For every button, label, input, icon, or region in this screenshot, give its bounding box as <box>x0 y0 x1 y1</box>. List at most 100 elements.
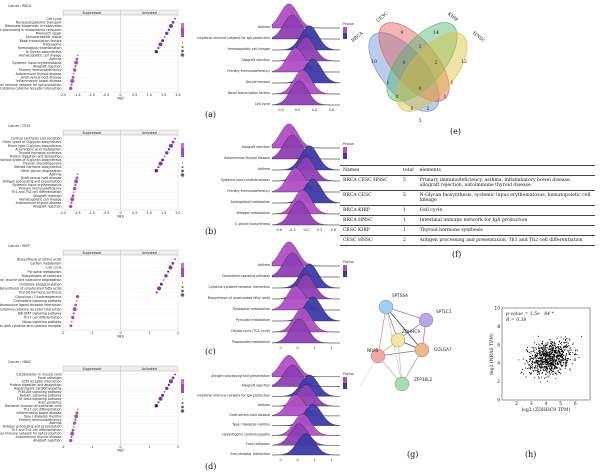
scatter-point <box>560 354 562 356</box>
scatter-point <box>537 373 539 376</box>
ridge-density <box>271 69 340 95</box>
dot-axis-tick: 0.5 <box>132 93 137 97</box>
scatter-point <box>547 365 549 367</box>
scatter-point <box>560 336 562 338</box>
dot-mark <box>68 438 73 443</box>
scatter-point <box>536 356 538 358</box>
ridge-term-label: Hypertrophic cardiomyopathy <box>222 432 270 436</box>
venn-set-kirp <box>386 22 458 102</box>
scatter-point <box>553 342 555 344</box>
scatter-point <box>570 349 572 351</box>
scatter-point <box>543 351 545 353</box>
scatter-point <box>553 354 555 356</box>
scatter-point <box>539 365 541 367</box>
dot-mark <box>163 155 166 158</box>
scatter-point <box>547 369 549 371</box>
scatter-point <box>531 346 533 348</box>
venn-set-label: HNSC <box>471 30 486 44</box>
scatter-point <box>547 362 549 364</box>
dot-term-label: Mismatch repair <box>36 31 62 35</box>
size-legend-dot <box>181 162 184 164</box>
dot-term-label: Cell cycle <box>46 266 61 270</box>
scatter-point <box>549 347 551 349</box>
scatter-point <box>552 348 555 350</box>
dot-mark <box>70 435 73 439</box>
dot-mark <box>165 386 169 391</box>
scatter-point <box>547 355 549 357</box>
network-node-label: GOLGA7 <box>434 347 452 352</box>
table-cell: N-Glycan biosynthesis, systemic lupus er… <box>416 190 595 206</box>
network-edge <box>385 306 423 351</box>
dot-mark <box>75 57 79 61</box>
dot-term-label: Cytoskeleton in muscle cells <box>16 373 62 377</box>
scatter-point <box>562 362 564 364</box>
ridge-term-label: Asthma <box>258 167 270 171</box>
scatter-point <box>536 348 538 350</box>
scatter-point <box>559 354 561 356</box>
scatter-point <box>562 352 564 354</box>
scatter-point <box>553 356 555 358</box>
dot-mark <box>158 42 163 47</box>
scatter-point <box>549 360 551 362</box>
scatter-point <box>557 352 559 354</box>
scatter-point <box>552 373 554 375</box>
dot-term-label: Type I diabetes mellitus <box>23 414 62 418</box>
size-legend-dot <box>181 402 184 404</box>
dot-mark <box>165 31 169 36</box>
scatter-point <box>534 368 536 370</box>
scatter-point <box>532 366 534 368</box>
scatter-point <box>552 371 555 373</box>
scatter-point <box>573 359 575 361</box>
ppi-network: SPTSSA SPTLC1 ZDHHC9 GOLGA7 NRAS ZFP36L2 <box>359 293 452 392</box>
scatter-point <box>554 343 556 345</box>
dot-term-label: Allograft rejection <box>33 439 61 443</box>
scatter-point <box>554 368 556 370</box>
scatter-point <box>565 358 567 360</box>
dot-mark <box>72 312 75 315</box>
dot-term-label: Allograft rejection <box>33 64 61 68</box>
ridge-term-label: Intestinal immune network for IgA produc… <box>197 393 270 397</box>
dot-mark <box>167 148 170 151</box>
scatter-point <box>539 366 541 368</box>
ridge-density <box>271 403 341 426</box>
dot-term-label: Oxidative phosphorylation <box>19 282 61 286</box>
dot-frame-right <box>120 370 179 445</box>
scatter-point <box>548 363 550 365</box>
scatter-point <box>549 357 551 359</box>
scatter-point <box>558 347 560 350</box>
network-node-label: SPTLC1 <box>436 309 452 314</box>
scatter-point <box>538 373 540 375</box>
scatter-point <box>547 352 549 354</box>
ridge-term-label: Citrate cycle (TCA cycle) <box>231 329 270 333</box>
ridge-density <box>271 433 341 456</box>
dot-term-label: Chemokine signaling pathway <box>13 299 61 303</box>
scatter-point <box>564 364 566 366</box>
scatter-point <box>541 357 543 359</box>
scatter-point <box>546 358 548 360</box>
scatter-point <box>547 357 549 359</box>
scatter-point <box>550 348 552 350</box>
scatter-point <box>539 354 541 357</box>
dot-term-label: Hippo signaling pathway <box>22 320 61 324</box>
dot-term-label: Cell cycle <box>46 17 61 21</box>
ridge-term-label: Allograft rejection <box>242 145 270 149</box>
scatter-point <box>561 341 563 344</box>
scatter-point <box>530 350 532 352</box>
scatter-point <box>557 363 559 365</box>
scatter-point <box>574 358 576 360</box>
scatter-point <box>525 367 527 369</box>
scatter-point <box>555 372 557 375</box>
scatter-point <box>546 371 548 373</box>
scatter-y-tick: 10 <box>494 306 500 312</box>
ridge-density <box>271 318 340 344</box>
dot-mark <box>167 270 170 273</box>
scatter-point <box>541 342 543 345</box>
dot-mark <box>74 418 77 421</box>
scatter-point <box>518 359 520 361</box>
dot-axis-tick: 0 <box>119 445 121 449</box>
scatter-point <box>545 355 547 357</box>
ridge-term-label: Tryptophan metabolism <box>231 307 270 311</box>
scatter-point <box>550 365 552 367</box>
dot-mark <box>154 169 159 173</box>
scatter-point <box>522 368 524 371</box>
